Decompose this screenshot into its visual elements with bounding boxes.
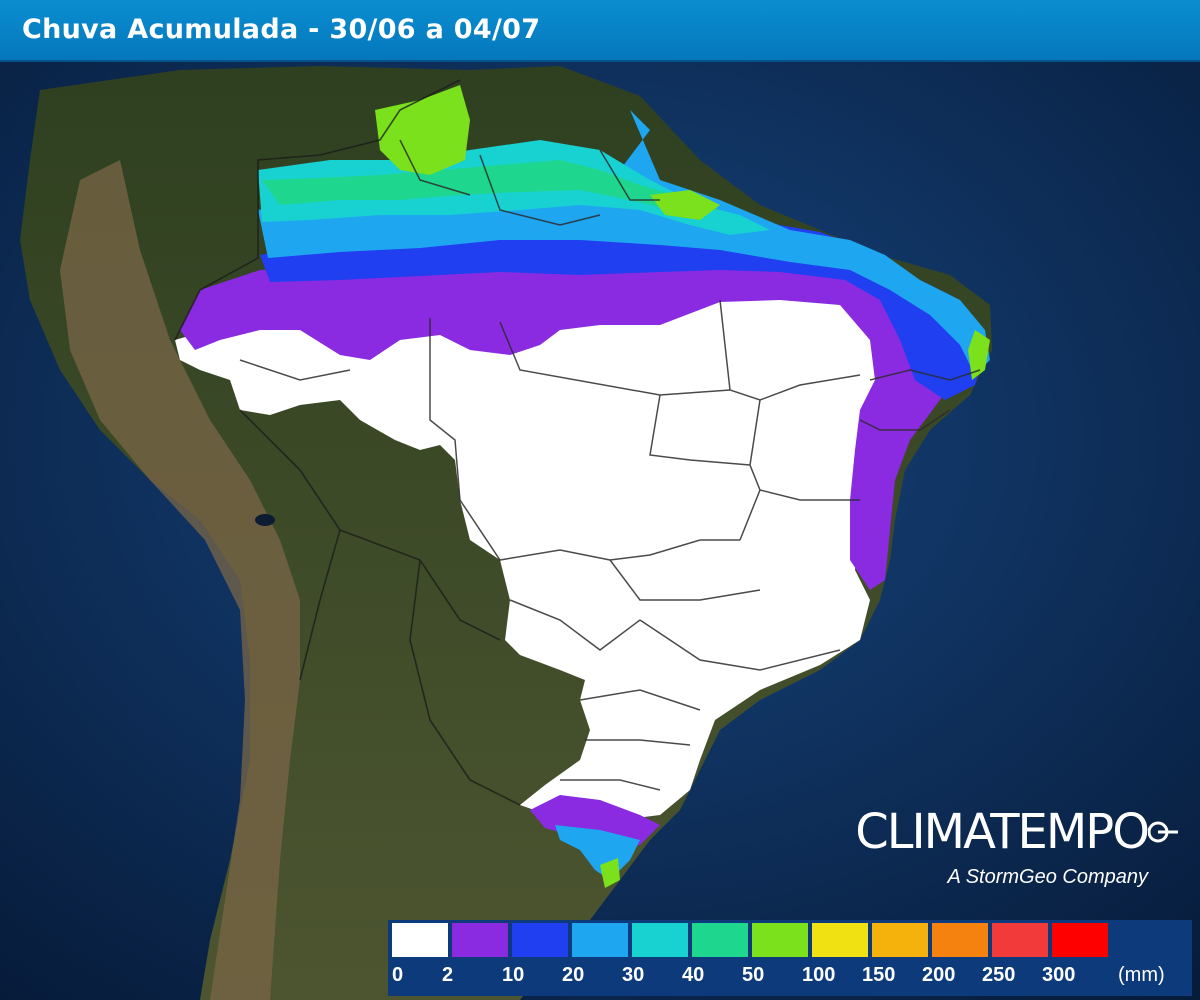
legend-swatch <box>452 923 508 957</box>
rain-band-50mm-northeast-coast <box>968 330 990 380</box>
title-bar: Chuva Acumulada - 30/06 a 04/07 <box>0 0 1200 62</box>
legend-label: 100 <box>802 964 836 986</box>
legend-swatch <box>512 923 568 957</box>
legend-label: 10 <box>502 964 525 986</box>
country-borders <box>174 79 521 806</box>
legend-swatch <box>752 923 808 957</box>
brand-tagline: A StormGeo Company <box>947 866 1148 888</box>
legend-swatch <box>692 923 748 957</box>
legend-label: 2 <box>442 964 454 986</box>
rain-band-50mm-south <box>600 858 620 888</box>
legend-label: 250 <box>982 964 1016 986</box>
legend-label: 30 <box>622 964 645 986</box>
brazil-dry-area <box>175 298 885 820</box>
legend-label: 50 <box>742 964 765 986</box>
legend-swatch <box>932 923 988 957</box>
rain-band-2mm-south <box>530 795 660 850</box>
rain-band-20mm <box>258 110 990 375</box>
legend-swatch <box>872 923 928 957</box>
legend-swatch <box>392 923 448 957</box>
state-borders <box>239 139 981 791</box>
legend-label: 40 <box>682 964 705 986</box>
legend-swatch <box>1052 923 1108 957</box>
legend-label: 150 <box>862 964 896 986</box>
rainfall-legend: 0 2 10 20 30 40 50 100 150 200 250 300 (mm) <box>388 920 1192 996</box>
legend-swatch <box>572 923 628 957</box>
brand-name: CLIMATEMPO <box>855 804 1150 860</box>
legend-swatch <box>992 923 1048 957</box>
legend-swatch <box>632 923 688 957</box>
rain-band-50mm-roraima <box>375 85 470 175</box>
climatempo-bolt-icon <box>1148 821 1178 843</box>
lake-titicaca <box>255 514 275 526</box>
legend-label: 20 <box>562 964 585 986</box>
andes-mountains <box>60 160 300 1000</box>
legend-unit: (mm) <box>1118 964 1165 986</box>
legend-label: 200 <box>922 964 956 986</box>
rain-band-50mm-amapa <box>650 190 720 220</box>
page-title: Chuva Acumulada - 30/06 a 04/07 <box>22 14 541 45</box>
map-canvas <box>0 62 1200 1000</box>
legend-label: 300 <box>1042 964 1076 986</box>
legend-swatch <box>812 923 868 957</box>
rain-band-2mm-north <box>180 255 960 590</box>
legend-label: 0 <box>392 964 404 986</box>
climatempo-logo: CLIMATEMPO A StormGeo Company <box>855 806 1178 889</box>
rainfall-map <box>0 62 1200 1000</box>
